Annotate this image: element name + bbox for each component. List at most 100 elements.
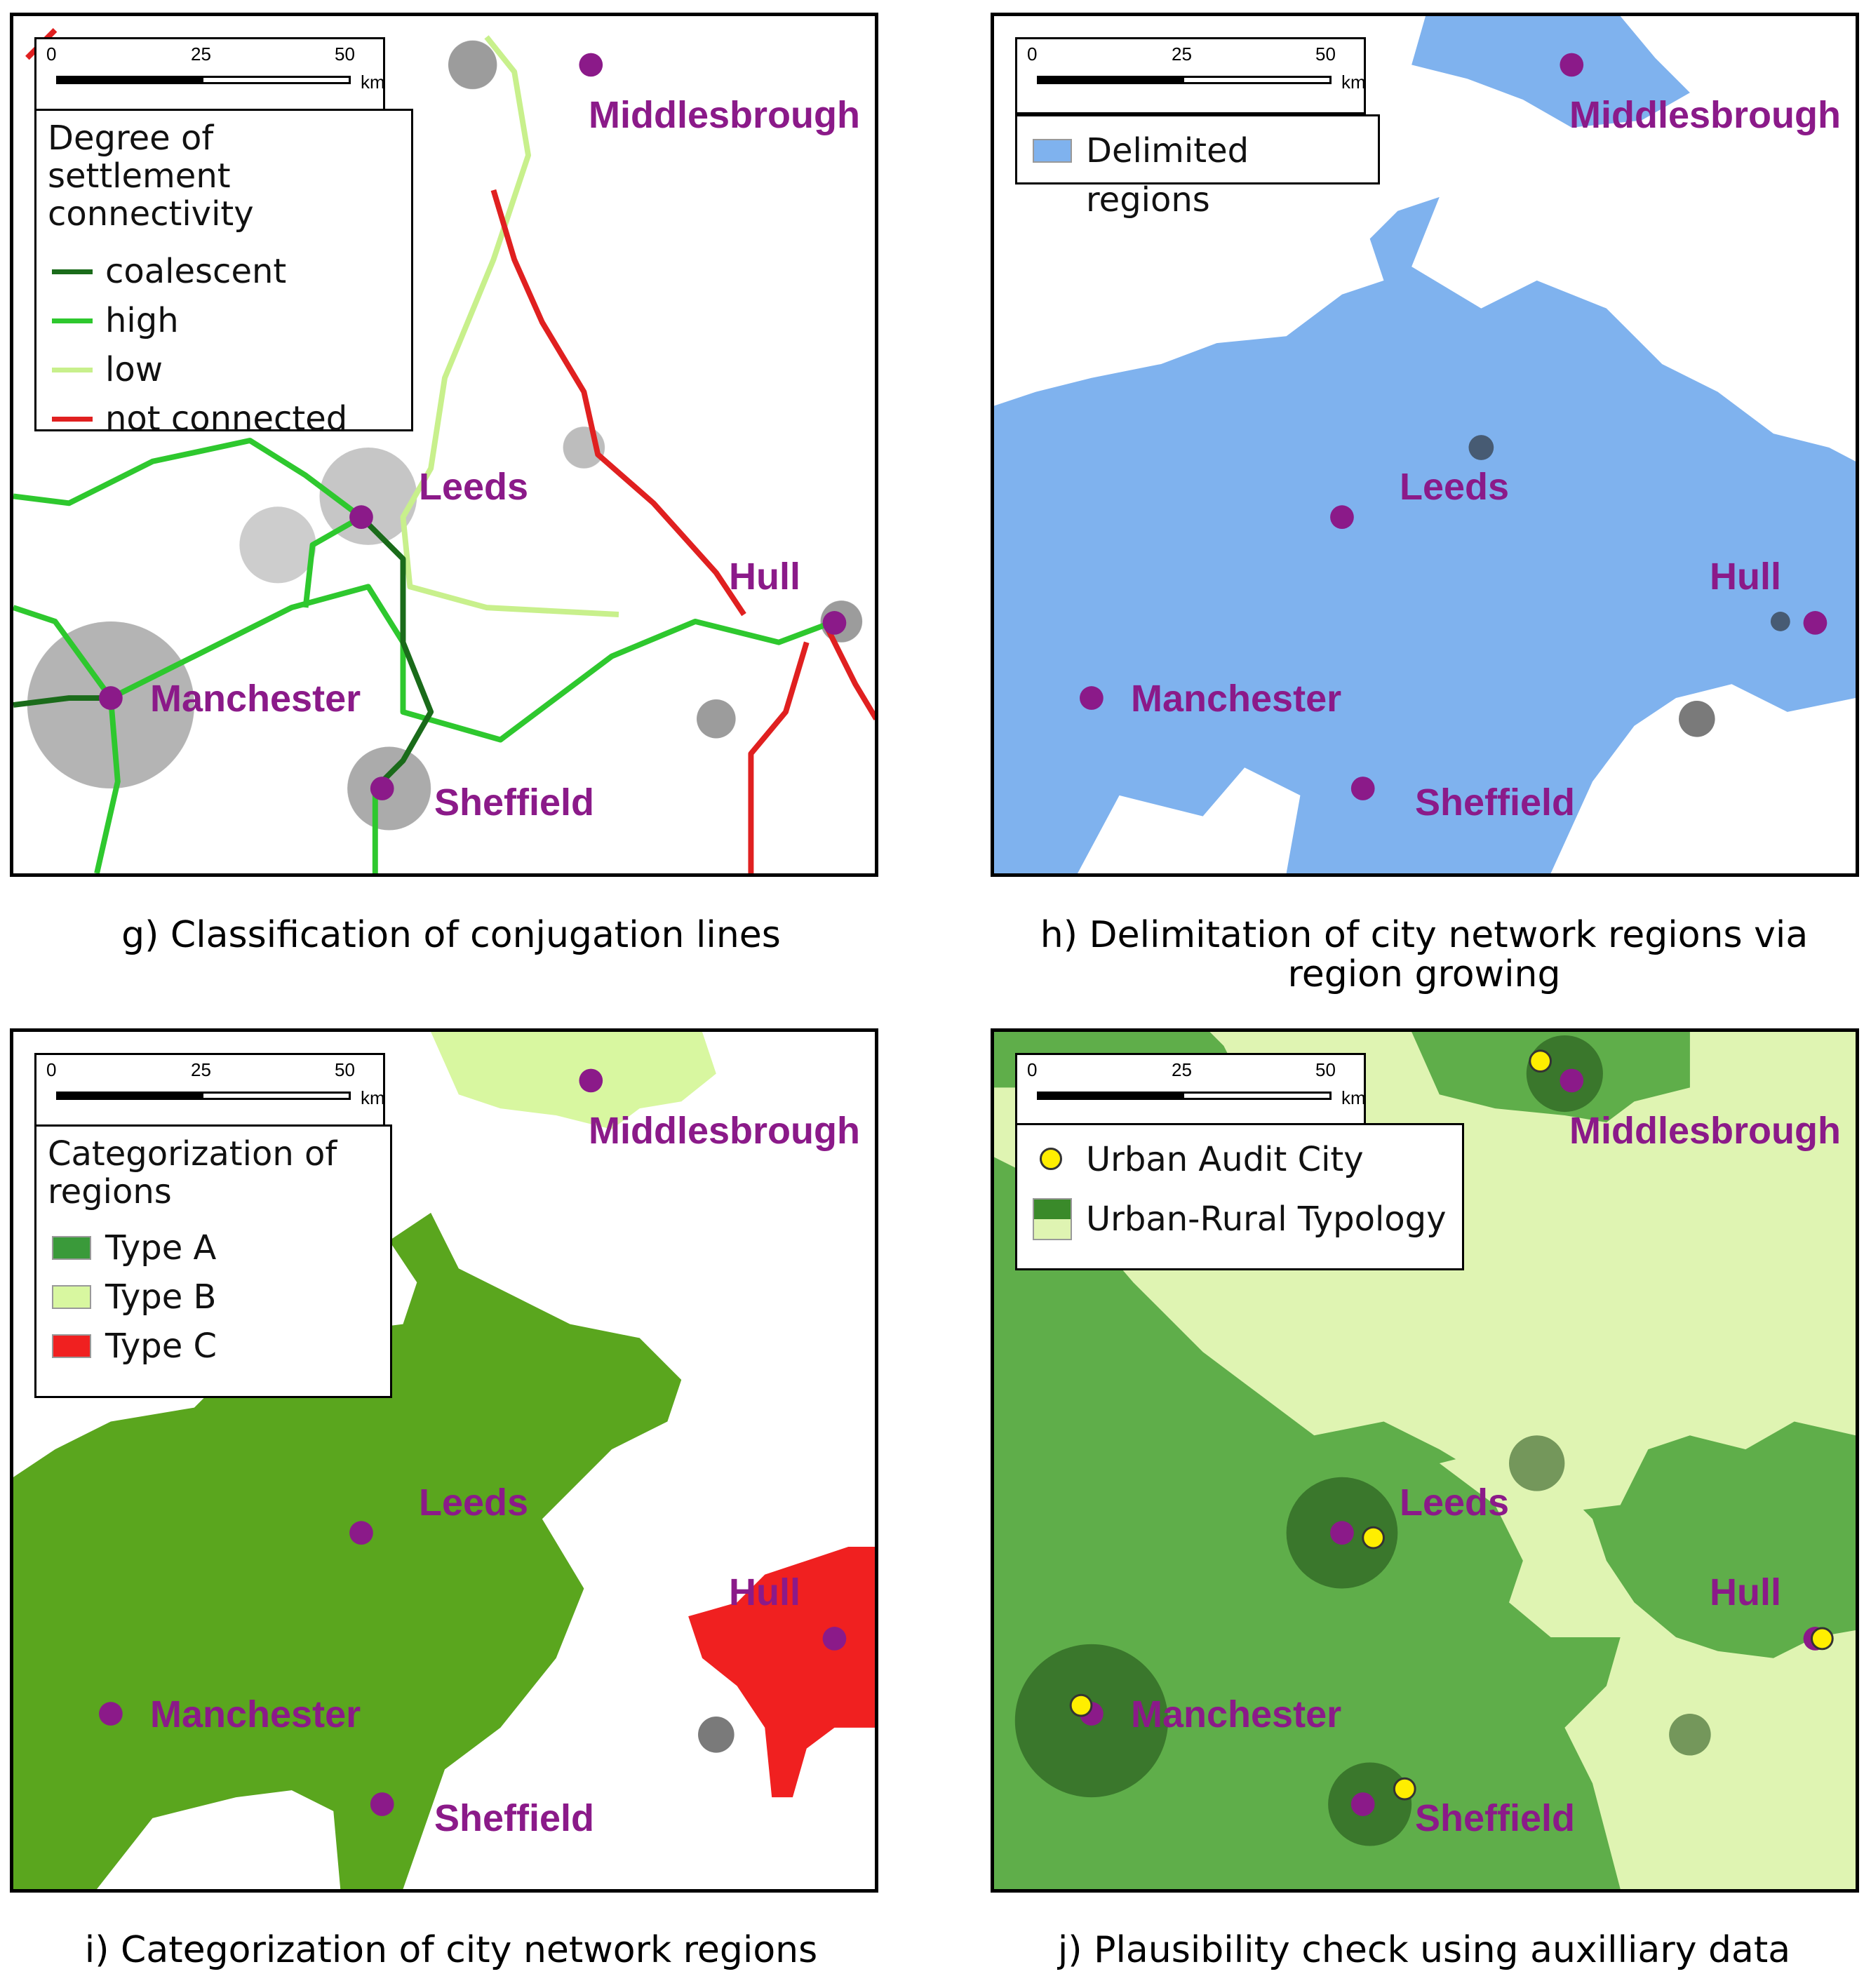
scale-bar: 0 25 50 km bbox=[1015, 1053, 1366, 1130]
scale-tick-50: 50 bbox=[1315, 1059, 1336, 1080]
scale-tick-25: 25 bbox=[191, 43, 211, 65]
scale-bar-graphic bbox=[56, 76, 351, 84]
caption-j: j) Plausibility check using auxilliary d… bbox=[1057, 1929, 1791, 1971]
scale-bar-graphic bbox=[1037, 76, 1332, 84]
scale-tick-25: 25 bbox=[1172, 43, 1192, 65]
label-hull: Hull bbox=[729, 556, 800, 598]
city-markers bbox=[99, 1068, 847, 1816]
region-type-a bbox=[13, 1212, 682, 1889]
scale-unit: km bbox=[361, 72, 385, 93]
label-hull: Hull bbox=[729, 1571, 800, 1613]
label-sheffield: Sheffield bbox=[1415, 1797, 1576, 1839]
region-type-b bbox=[431, 1032, 716, 1129]
legend-item-urban-audit-city: Urban Audit City bbox=[1017, 1135, 1462, 1184]
label-manchester: Manchester bbox=[150, 1693, 361, 1735]
city-marker-leeds bbox=[349, 1521, 373, 1545]
urban-rural-symbol bbox=[1033, 1198, 1072, 1240]
legend-title: Degree of settlement connectivity bbox=[48, 119, 254, 234]
legend-item-not-connected: not connected bbox=[36, 394, 411, 443]
city-marker-manchester bbox=[99, 686, 123, 710]
legend-delimited: Delimited regions bbox=[1015, 114, 1380, 220]
legend-item-type-b: Type B bbox=[36, 1272, 390, 1322]
delimited-regions bbox=[994, 16, 1856, 873]
conjugation-lines bbox=[13, 28, 875, 873]
scale-tick-25: 25 bbox=[1172, 1059, 1192, 1080]
scale-bar: 0 25 50 km bbox=[34, 37, 385, 114]
scale-tick-50: 50 bbox=[335, 43, 355, 65]
city-marker-sheffield bbox=[370, 1792, 394, 1816]
panel-i-map: Middlesbrough Leeds Hull Manchester Shef… bbox=[10, 1028, 878, 1893]
city-marker-hull bbox=[1803, 611, 1828, 635]
scale-bar-graphic bbox=[1037, 1092, 1332, 1100]
label-leeds: Leeds bbox=[419, 1482, 529, 1524]
city-marker-middlesbrough bbox=[579, 1068, 603, 1093]
urban-audit-marker-hull bbox=[1810, 1627, 1834, 1651]
city-marker-hull bbox=[822, 1627, 847, 1651]
panel-h-map: Middlesbrough Leeds Hull Manchester Shef… bbox=[991, 13, 1859, 877]
legend-item-high: high bbox=[36, 296, 411, 345]
city-marker-hull bbox=[822, 611, 847, 635]
scale-bar: 0 25 50 km bbox=[1015, 37, 1366, 114]
city-marker-sheffield bbox=[370, 777, 394, 800]
city-markers bbox=[1080, 53, 1828, 800]
label-leeds: Leeds bbox=[419, 466, 529, 508]
scale-unit: km bbox=[1341, 1087, 1366, 1108]
urban-audit-marker-sheffield bbox=[1393, 1777, 1416, 1801]
legend-item-type-a: Type A bbox=[36, 1223, 390, 1272]
label-manchester: Manchester bbox=[150, 678, 361, 720]
label-hull: Hull bbox=[1710, 1571, 1781, 1613]
city-marker-sheffield bbox=[1350, 1792, 1375, 1816]
panel-h-svg bbox=[994, 16, 1856, 873]
legend-title: Categorization of regions bbox=[48, 1134, 337, 1211]
legend-region-types: Categorization of regions Type A Type B … bbox=[34, 1124, 392, 1398]
urban-audit-cities bbox=[1069, 1049, 1834, 1801]
city-marker-middlesbrough bbox=[1560, 53, 1584, 77]
scale-unit: km bbox=[1341, 72, 1366, 93]
label-middlesbrough: Middlesbrough bbox=[1569, 1110, 1841, 1152]
settlement-dots bbox=[698, 1717, 735, 1753]
scale-tick-50: 50 bbox=[1315, 43, 1336, 65]
label-leeds: Leeds bbox=[1400, 466, 1510, 508]
label-sheffield: Sheffield bbox=[434, 781, 595, 824]
scale-tick-0: 0 bbox=[1027, 1059, 1038, 1080]
scale-tick-50: 50 bbox=[335, 1059, 355, 1080]
settlement-dots bbox=[1468, 435, 1790, 737]
label-sheffield: Sheffield bbox=[1415, 781, 1576, 824]
city-marker-leeds bbox=[349, 505, 373, 530]
legend-auxiliary: Urban Audit City Urban-Rural Typology bbox=[1015, 1123, 1464, 1270]
city-markers bbox=[99, 53, 847, 800]
scale-tick-25: 25 bbox=[191, 1059, 211, 1080]
urban-audit-marker-leeds bbox=[1362, 1526, 1385, 1550]
city-marker-middlesbrough bbox=[579, 53, 603, 77]
label-middlesbrough: Middlesbrough bbox=[589, 1110, 860, 1152]
city-marker-manchester bbox=[99, 1702, 123, 1726]
scale-bar: 0 25 50 km bbox=[34, 1053, 385, 1130]
caption-h: h) Delimitation of city network regions … bbox=[1040, 914, 1809, 995]
label-middlesbrough: Middlesbrough bbox=[589, 94, 860, 136]
label-manchester: Manchester bbox=[1131, 1693, 1342, 1735]
panel-i-svg bbox=[13, 1032, 875, 1889]
legend-connectivity: Degree of settlement connectivity coales… bbox=[34, 109, 413, 438]
label-middlesbrough: Middlesbrough bbox=[1569, 94, 1841, 136]
legend-item-urban-rural-typology: Urban-Rural Typology bbox=[1017, 1184, 1462, 1254]
panel-g-svg bbox=[13, 28, 875, 873]
scale-tick-0: 0 bbox=[46, 1059, 57, 1080]
label-hull: Hull bbox=[1710, 556, 1781, 598]
scale-tick-0: 0 bbox=[46, 43, 57, 65]
region-type-c bbox=[688, 1546, 875, 1798]
scale-unit: km bbox=[361, 1087, 385, 1108]
panel-g-map: Middlesbrough Leeds Hull Manchester Shef… bbox=[10, 13, 878, 877]
caption-i: i) Categorization of city network region… bbox=[84, 1929, 818, 1971]
legend-item-coalescent: coalescent bbox=[36, 247, 411, 296]
urban-rural-light-area-east bbox=[1439, 1449, 1856, 1889]
scale-tick-0: 0 bbox=[1027, 43, 1038, 65]
city-marker-manchester bbox=[1080, 686, 1104, 710]
scale-bar-graphic bbox=[56, 1092, 351, 1100]
city-marker-middlesbrough bbox=[1560, 1068, 1584, 1093]
urban-audit-marker-middlesbrough bbox=[1529, 1049, 1553, 1073]
urban-audit-symbol bbox=[1040, 1148, 1062, 1170]
label-sheffield: Sheffield bbox=[434, 1797, 595, 1839]
label-leeds: Leeds bbox=[1400, 1482, 1510, 1524]
city-marker-leeds bbox=[1330, 505, 1354, 530]
city-marker-leeds bbox=[1330, 1521, 1354, 1545]
